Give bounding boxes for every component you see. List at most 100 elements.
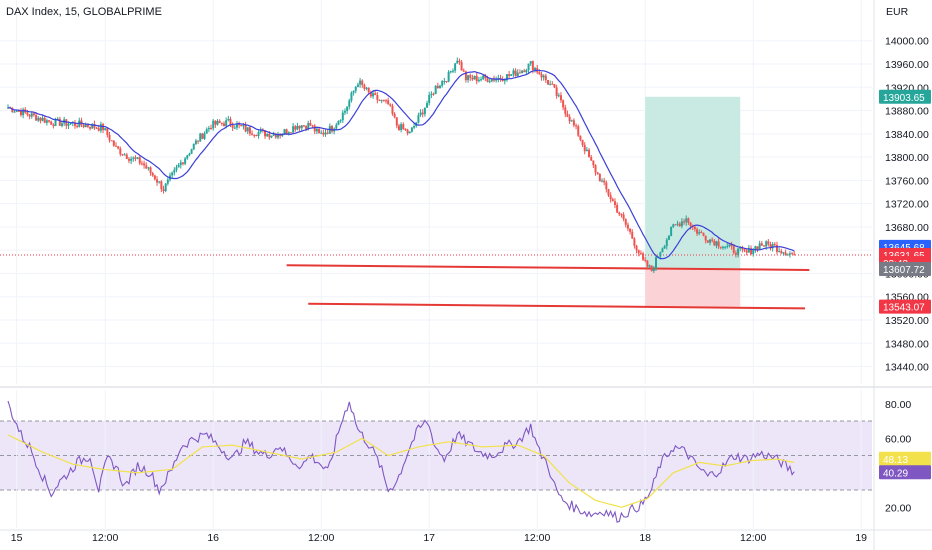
candle-body <box>767 241 770 245</box>
candle-body <box>588 149 591 158</box>
candle-body <box>199 133 202 142</box>
candle-body <box>791 253 794 255</box>
candle-body <box>372 93 375 97</box>
candle-body <box>646 260 649 267</box>
y-tick-label: 13680.00 <box>885 222 929 234</box>
horizontal-lines[interactable] <box>0 254 872 310</box>
candle-body <box>590 157 593 161</box>
candle-body <box>709 239 711 243</box>
candle-body <box>527 63 530 70</box>
long-position-tool[interactable] <box>645 96 741 307</box>
candle-body <box>570 120 573 122</box>
candle-body <box>763 245 765 247</box>
candle-body <box>89 126 92 129</box>
candle-body <box>229 118 232 125</box>
candle-body <box>389 104 392 106</box>
price-badge-bg <box>879 261 931 276</box>
candle-body <box>117 146 120 149</box>
candle-body <box>775 245 778 252</box>
candle-body <box>102 124 105 131</box>
candle-body <box>665 239 668 247</box>
candle-body <box>534 68 537 71</box>
candle-body <box>397 125 400 131</box>
candle-body <box>639 253 642 255</box>
candle-body <box>525 69 528 73</box>
candle-body <box>244 125 247 132</box>
candle-body <box>395 117 398 126</box>
candle-body <box>309 123 312 126</box>
candle-body <box>743 249 746 251</box>
y-tick-label: 13840.00 <box>885 129 929 141</box>
candle-body <box>50 121 53 125</box>
candle-body <box>52 124 55 126</box>
candle-body <box>270 135 273 138</box>
candle-body <box>227 118 230 121</box>
candle-body <box>637 250 640 254</box>
candle-body <box>577 126 580 136</box>
rsi-badge: 48.13 <box>879 451 931 466</box>
candle-body <box>387 100 390 105</box>
candle-body <box>95 127 98 129</box>
candle-body <box>499 77 502 79</box>
rsi-y-tick-label: 60.00 <box>885 433 911 445</box>
y-tick-label: 13440.00 <box>885 362 929 374</box>
candle-body <box>378 99 381 101</box>
x-tick-label: 18 <box>639 532 651 544</box>
candle-body <box>508 74 511 76</box>
candle-body <box>540 73 543 78</box>
candle-body <box>48 120 51 122</box>
candle-body <box>685 218 688 223</box>
rsi-badge-text: 48.13 <box>883 455 908 466</box>
candle-body <box>326 132 329 134</box>
candle-body <box>268 133 271 138</box>
candle-body <box>145 165 148 169</box>
candle-body <box>13 111 16 113</box>
candle-body <box>549 83 552 85</box>
candle-body <box>125 154 128 159</box>
candle-body <box>728 244 731 246</box>
candle-body <box>568 116 571 122</box>
candle-body <box>341 112 344 121</box>
candle-body <box>765 241 768 247</box>
candle-body <box>562 100 565 108</box>
candle-body <box>521 70 524 74</box>
candle-body <box>54 118 57 126</box>
candle-body <box>264 130 267 137</box>
candle-body <box>106 128 109 136</box>
candle-body <box>391 105 394 114</box>
candle-body <box>503 80 506 82</box>
support-line <box>286 264 810 271</box>
candle-body <box>210 127 213 129</box>
candle-body <box>37 117 40 121</box>
candle-body <box>294 126 297 130</box>
candle-body <box>363 84 366 89</box>
candle-body <box>11 107 14 113</box>
x-tick-label: 16 <box>207 532 219 544</box>
y-tick-label: 13800.00 <box>885 152 929 164</box>
candle-body <box>542 75 545 78</box>
candle-body <box>678 223 681 227</box>
candle-body <box>428 94 431 104</box>
candle-body <box>475 75 478 82</box>
candle-body <box>248 127 251 134</box>
price-badge-bg <box>879 89 931 104</box>
candle-body <box>26 112 29 115</box>
candle-body <box>702 232 705 236</box>
candle-body <box>359 80 362 85</box>
candle-body <box>238 123 241 125</box>
candle-body <box>67 124 70 126</box>
candle-body <box>611 199 614 202</box>
candle-body <box>298 125 301 129</box>
candle-body <box>721 246 724 248</box>
candle-body <box>140 163 143 165</box>
candle-body <box>642 253 645 260</box>
candle-body <box>143 163 146 166</box>
candle-body <box>585 149 588 152</box>
candle-body <box>769 244 772 249</box>
candle-body <box>601 180 603 182</box>
candle-body <box>212 120 215 129</box>
candle-body <box>579 135 582 140</box>
candle-body <box>583 144 586 152</box>
profit-zone <box>645 96 741 269</box>
